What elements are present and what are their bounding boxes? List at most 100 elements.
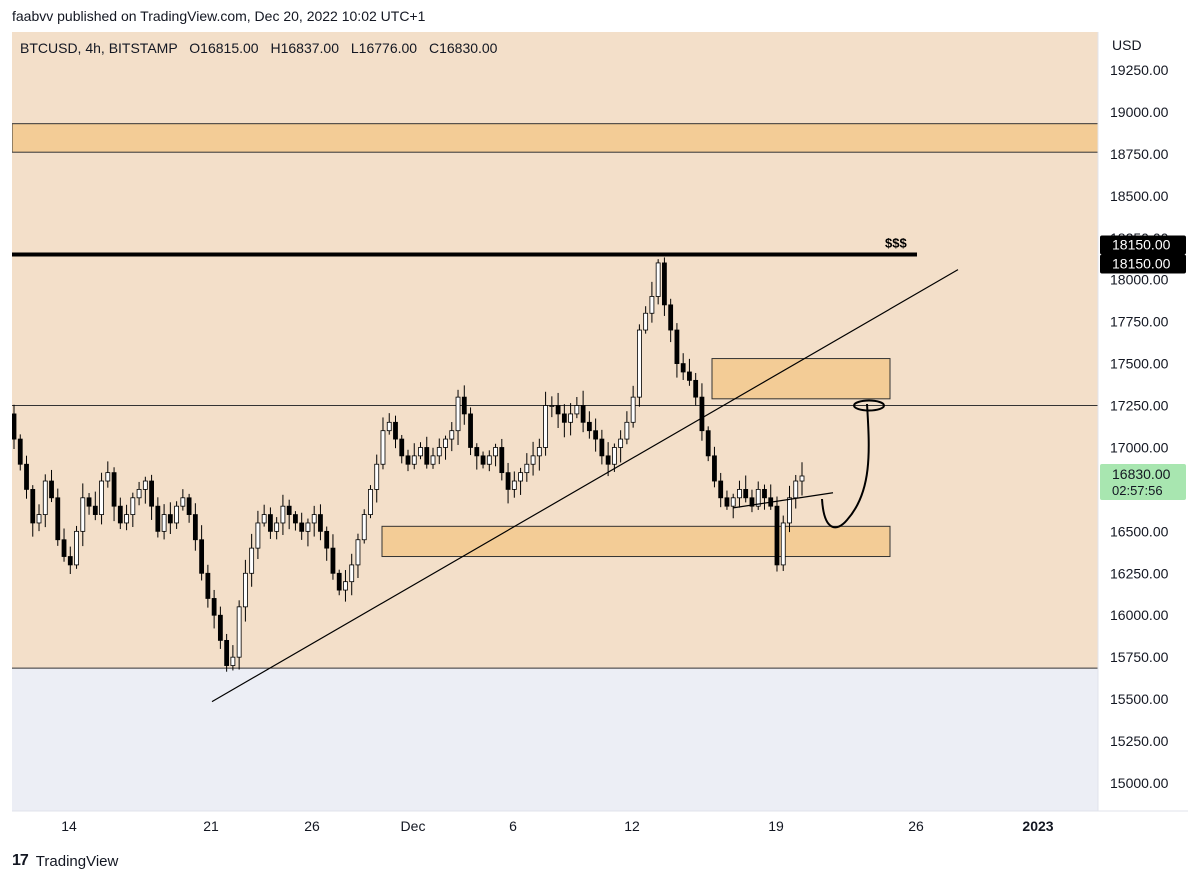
candle-body — [749, 497, 755, 507]
y-tick-label: 17750.00 — [1110, 314, 1169, 330]
candle-body — [42, 480, 48, 515]
candle-body — [574, 405, 580, 415]
y-tick-label: 15250.00 — [1110, 733, 1169, 749]
ohlc-close: C16830.00 — [429, 40, 498, 56]
trend-drawings — [211, 269, 959, 703]
candle-body — [693, 379, 699, 398]
y-tick-label: 17250.00 — [1110, 398, 1169, 414]
candle-body — [418, 447, 423, 457]
candle-body — [493, 447, 498, 457]
candle-body — [443, 438, 448, 448]
candle-body — [549, 405, 555, 407]
candle-body — [324, 530, 330, 549]
price-chart[interactable]: USD 19250.0019000.0018750.0018500.001825… — [12, 32, 1188, 841]
x-axis-ticks: 14 21 26 Dec 6 12 19 26 2023 — [61, 818, 1054, 834]
candle-body — [280, 505, 286, 524]
candle-body — [380, 430, 386, 465]
candle-body — [149, 480, 154, 507]
candle-body — [361, 514, 367, 541]
y-tick-label: 19000.00 — [1110, 104, 1169, 120]
candle-body — [712, 455, 717, 482]
candle-body — [336, 572, 342, 591]
candle-body — [468, 413, 473, 448]
candle-body — [105, 472, 111, 482]
candle-body — [17, 438, 23, 465]
symbol-legend: BTCUSD, 4h, BITSTAMP O16815.00 H16837.00… — [20, 40, 498, 56]
candle-body — [255, 522, 261, 549]
candle-body — [261, 514, 267, 524]
ascending-trendline[interactable] — [211, 269, 959, 703]
footer-brand[interactable]: TradingView — [35, 852, 119, 870]
x-tick-label: 2023 — [1022, 818, 1053, 834]
candle-body — [455, 396, 461, 432]
candle-body — [461, 396, 467, 415]
candle-body — [205, 572, 211, 599]
candle-body — [55, 497, 61, 541]
y-tick-label: 15000.00 — [1110, 775, 1169, 791]
candle-body — [486, 455, 492, 465]
price-label-text: 18150.00 — [1112, 237, 1171, 253]
candle-body — [30, 489, 36, 524]
ohlc-high: H16837.00 — [270, 40, 339, 56]
candle-body — [111, 472, 117, 507]
candle-body — [368, 489, 373, 515]
candle-body — [167, 514, 173, 524]
x-tick-label: 26 — [304, 818, 320, 834]
supply-demand-zones — [12, 123, 1099, 558]
candle-body — [555, 405, 561, 415]
candle-body — [136, 489, 142, 499]
candle-body — [737, 489, 742, 499]
candle-body — [643, 312, 649, 331]
candle-body — [174, 505, 180, 524]
local-trendline[interactable] — [732, 492, 834, 509]
candle-body — [755, 489, 761, 507]
current-price-label — [1100, 463, 1186, 500]
candle-body — [92, 505, 98, 515]
candle-body — [630, 396, 636, 423]
candle-body — [668, 304, 674, 331]
bar-countdown-text: 02:57:56 — [1112, 483, 1163, 498]
candle-body — [636, 329, 642, 398]
x-tick-label: Dec — [401, 818, 426, 834]
candle-body — [49, 480, 54, 499]
candle-body — [799, 475, 805, 482]
candle-body — [24, 463, 29, 490]
projected-path[interactable] — [821, 403, 870, 529]
zone-1[interactable] — [12, 123, 1099, 153]
candle-body — [649, 296, 655, 314]
candles — [12, 257, 805, 672]
x-tick-label: 19 — [768, 818, 784, 834]
candle-body — [349, 564, 355, 583]
liquidity-annotation: $$$ — [885, 236, 907, 251]
candle-body — [424, 447, 430, 465]
candle-body — [343, 581, 348, 591]
tradingview-logo-icon: 17 — [12, 852, 29, 869]
candle-body — [674, 329, 680, 364]
candle-body — [499, 447, 505, 474]
candle-body — [249, 547, 255, 574]
svg-text:BTCUSD, 4h, BITSTAMP O16: BTCUSD, 4h, BITSTAMP O16815.00 H16837.00… — [20, 40, 498, 56]
candle-body — [155, 505, 161, 532]
candle-body — [436, 447, 442, 457]
target-circle[interactable] — [853, 399, 885, 412]
candle-body — [780, 522, 786, 566]
candle-body — [586, 421, 592, 432]
y-tick-label: 16000.00 — [1110, 607, 1169, 623]
candle-body — [80, 497, 86, 532]
candle-body — [268, 514, 273, 532]
candle-body — [61, 539, 67, 557]
publisher-header: faabvv published on TradingView.com, Dec… — [12, 8, 426, 24]
candle-body — [318, 514, 323, 532]
candle-body — [518, 472, 523, 482]
candle-body — [505, 472, 511, 490]
zone-3[interactable] — [381, 525, 891, 558]
candle-body — [524, 463, 530, 474]
candle-body — [386, 421, 392, 432]
candle-body — [480, 455, 486, 465]
x-tick-label: 12 — [624, 818, 640, 834]
price-label-18150 — [1100, 254, 1186, 274]
candle-body — [411, 455, 417, 465]
current-price-text: 16830.00 — [1112, 466, 1171, 482]
zone-2[interactable] — [711, 358, 891, 400]
candle-body — [12, 413, 17, 440]
